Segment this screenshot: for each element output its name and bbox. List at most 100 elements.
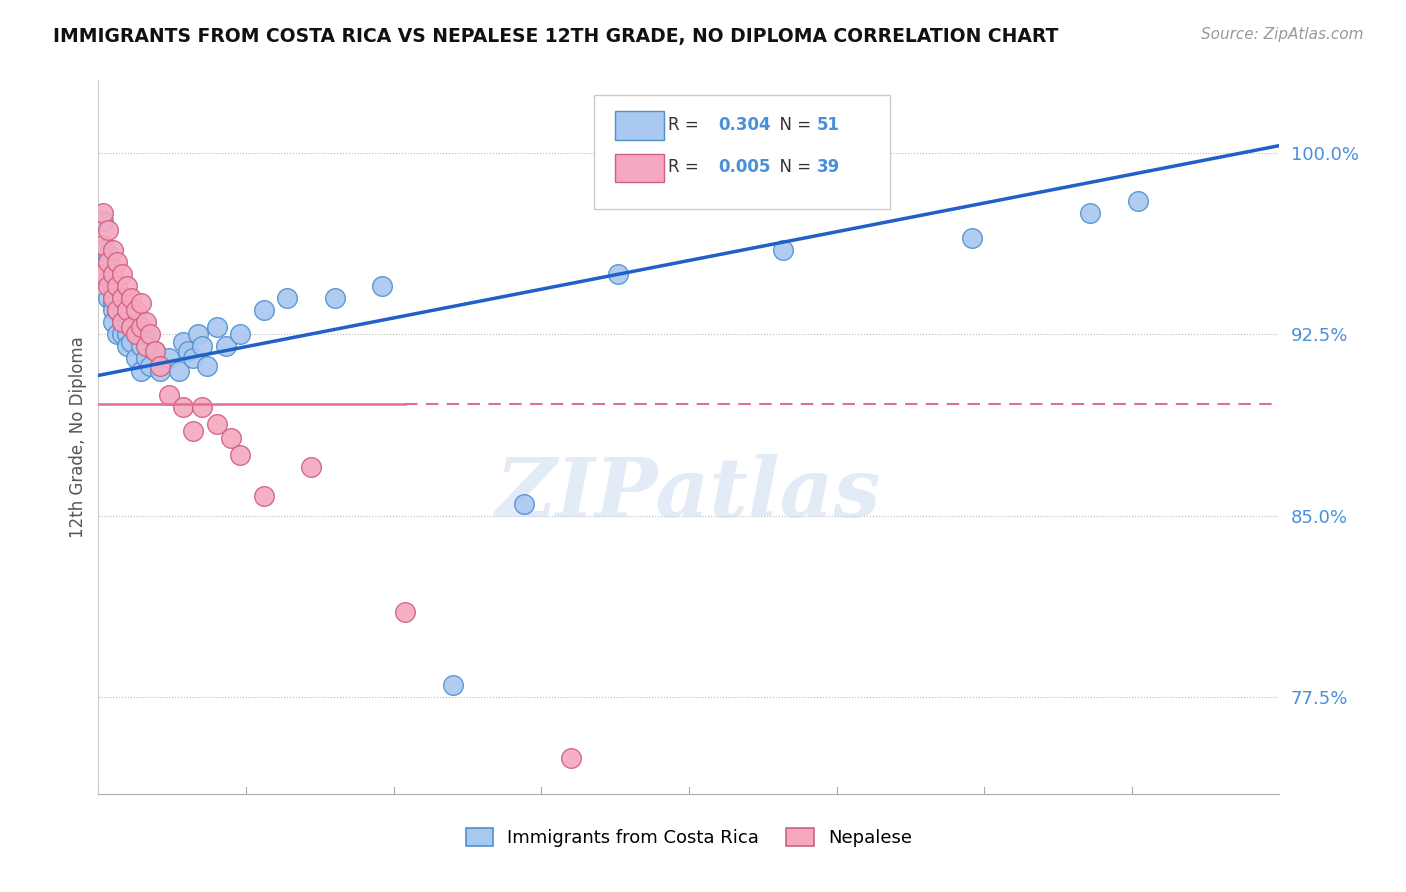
Text: N =: N = [769, 159, 817, 177]
Point [101, 303, 124, 318]
Point [111, 303, 134, 318]
Point [191, 400, 214, 414]
Point [105, 291, 128, 305]
Point [962, 230, 984, 244]
Point [167, 363, 190, 377]
Point [191, 339, 214, 353]
Point [111, 315, 134, 329]
Text: R =: R = [668, 116, 703, 134]
Point [205, 417, 228, 431]
Point [121, 320, 143, 334]
Point [229, 448, 252, 462]
Text: 0.304: 0.304 [718, 116, 770, 134]
Point [101, 315, 124, 329]
Point [97, 291, 120, 305]
FancyBboxPatch shape [614, 153, 664, 182]
Point [91, 243, 114, 257]
Point [143, 344, 166, 359]
Point [772, 243, 794, 257]
Point [172, 334, 194, 349]
Point [125, 327, 148, 342]
FancyBboxPatch shape [614, 111, 664, 139]
Point [1126, 194, 1149, 209]
Point [135, 315, 157, 329]
Point [97, 271, 120, 285]
Point [195, 359, 218, 373]
Point [121, 334, 143, 349]
Point [101, 267, 124, 281]
Point [125, 303, 148, 318]
Text: 0.005: 0.005 [718, 159, 770, 177]
Point [129, 295, 152, 310]
Point [181, 424, 204, 438]
Point [177, 344, 200, 359]
Point [560, 750, 582, 764]
Point [299, 460, 322, 475]
Point [101, 243, 124, 257]
Text: 39: 39 [817, 159, 839, 177]
Point [139, 359, 162, 373]
Point [105, 327, 128, 342]
Text: ZIPatlas: ZIPatlas [496, 454, 882, 534]
Point [115, 279, 138, 293]
Point [121, 320, 143, 334]
Point [323, 291, 346, 305]
Point [105, 254, 128, 268]
Point [105, 303, 128, 318]
Point [111, 327, 134, 342]
Point [143, 344, 166, 359]
Point [115, 339, 138, 353]
Legend: Immigrants from Costa Rica, Nepalese: Immigrants from Costa Rica, Nepalese [457, 819, 921, 856]
Point [1080, 206, 1102, 220]
Point [157, 388, 180, 402]
Text: Source: ZipAtlas.com: Source: ZipAtlas.com [1201, 27, 1364, 42]
Text: 51: 51 [817, 116, 839, 134]
Point [135, 327, 157, 342]
Point [111, 291, 134, 305]
Point [253, 303, 276, 318]
Point [101, 291, 124, 305]
Point [129, 339, 152, 353]
Point [111, 315, 134, 329]
Point [371, 279, 394, 293]
Text: R =: R = [668, 159, 703, 177]
Point [135, 339, 157, 353]
Point [181, 351, 204, 366]
Point [394, 606, 416, 620]
Point [139, 327, 162, 342]
Point [97, 223, 120, 237]
Point [229, 327, 252, 342]
Point [129, 363, 152, 377]
Point [115, 315, 138, 329]
Point [215, 339, 238, 353]
Point [157, 351, 180, 366]
Point [101, 286, 124, 301]
Point [276, 291, 298, 305]
Point [115, 327, 138, 342]
Point [97, 279, 120, 293]
Point [105, 279, 128, 293]
Point [121, 291, 143, 305]
Text: N =: N = [769, 116, 817, 134]
Point [115, 303, 138, 318]
FancyBboxPatch shape [595, 95, 890, 209]
Point [105, 303, 128, 318]
Point [205, 320, 228, 334]
Point [91, 213, 114, 227]
Point [135, 351, 157, 366]
Point [97, 247, 120, 261]
Point [111, 267, 134, 281]
Point [91, 206, 114, 220]
Point [149, 363, 172, 377]
Point [253, 489, 276, 503]
Point [97, 254, 120, 268]
Point [125, 327, 148, 342]
Text: IMMIGRANTS FROM COSTA RICA VS NEPALESE 12TH GRADE, NO DIPLOMA CORRELATION CHART: IMMIGRANTS FROM COSTA RICA VS NEPALESE 1… [53, 27, 1059, 45]
Point [512, 497, 534, 511]
Y-axis label: 12th Grade, No Diploma: 12th Grade, No Diploma [69, 336, 87, 538]
Point [187, 327, 209, 342]
Point [129, 320, 152, 334]
Point [172, 400, 194, 414]
Point [149, 359, 172, 373]
Point [91, 267, 114, 281]
